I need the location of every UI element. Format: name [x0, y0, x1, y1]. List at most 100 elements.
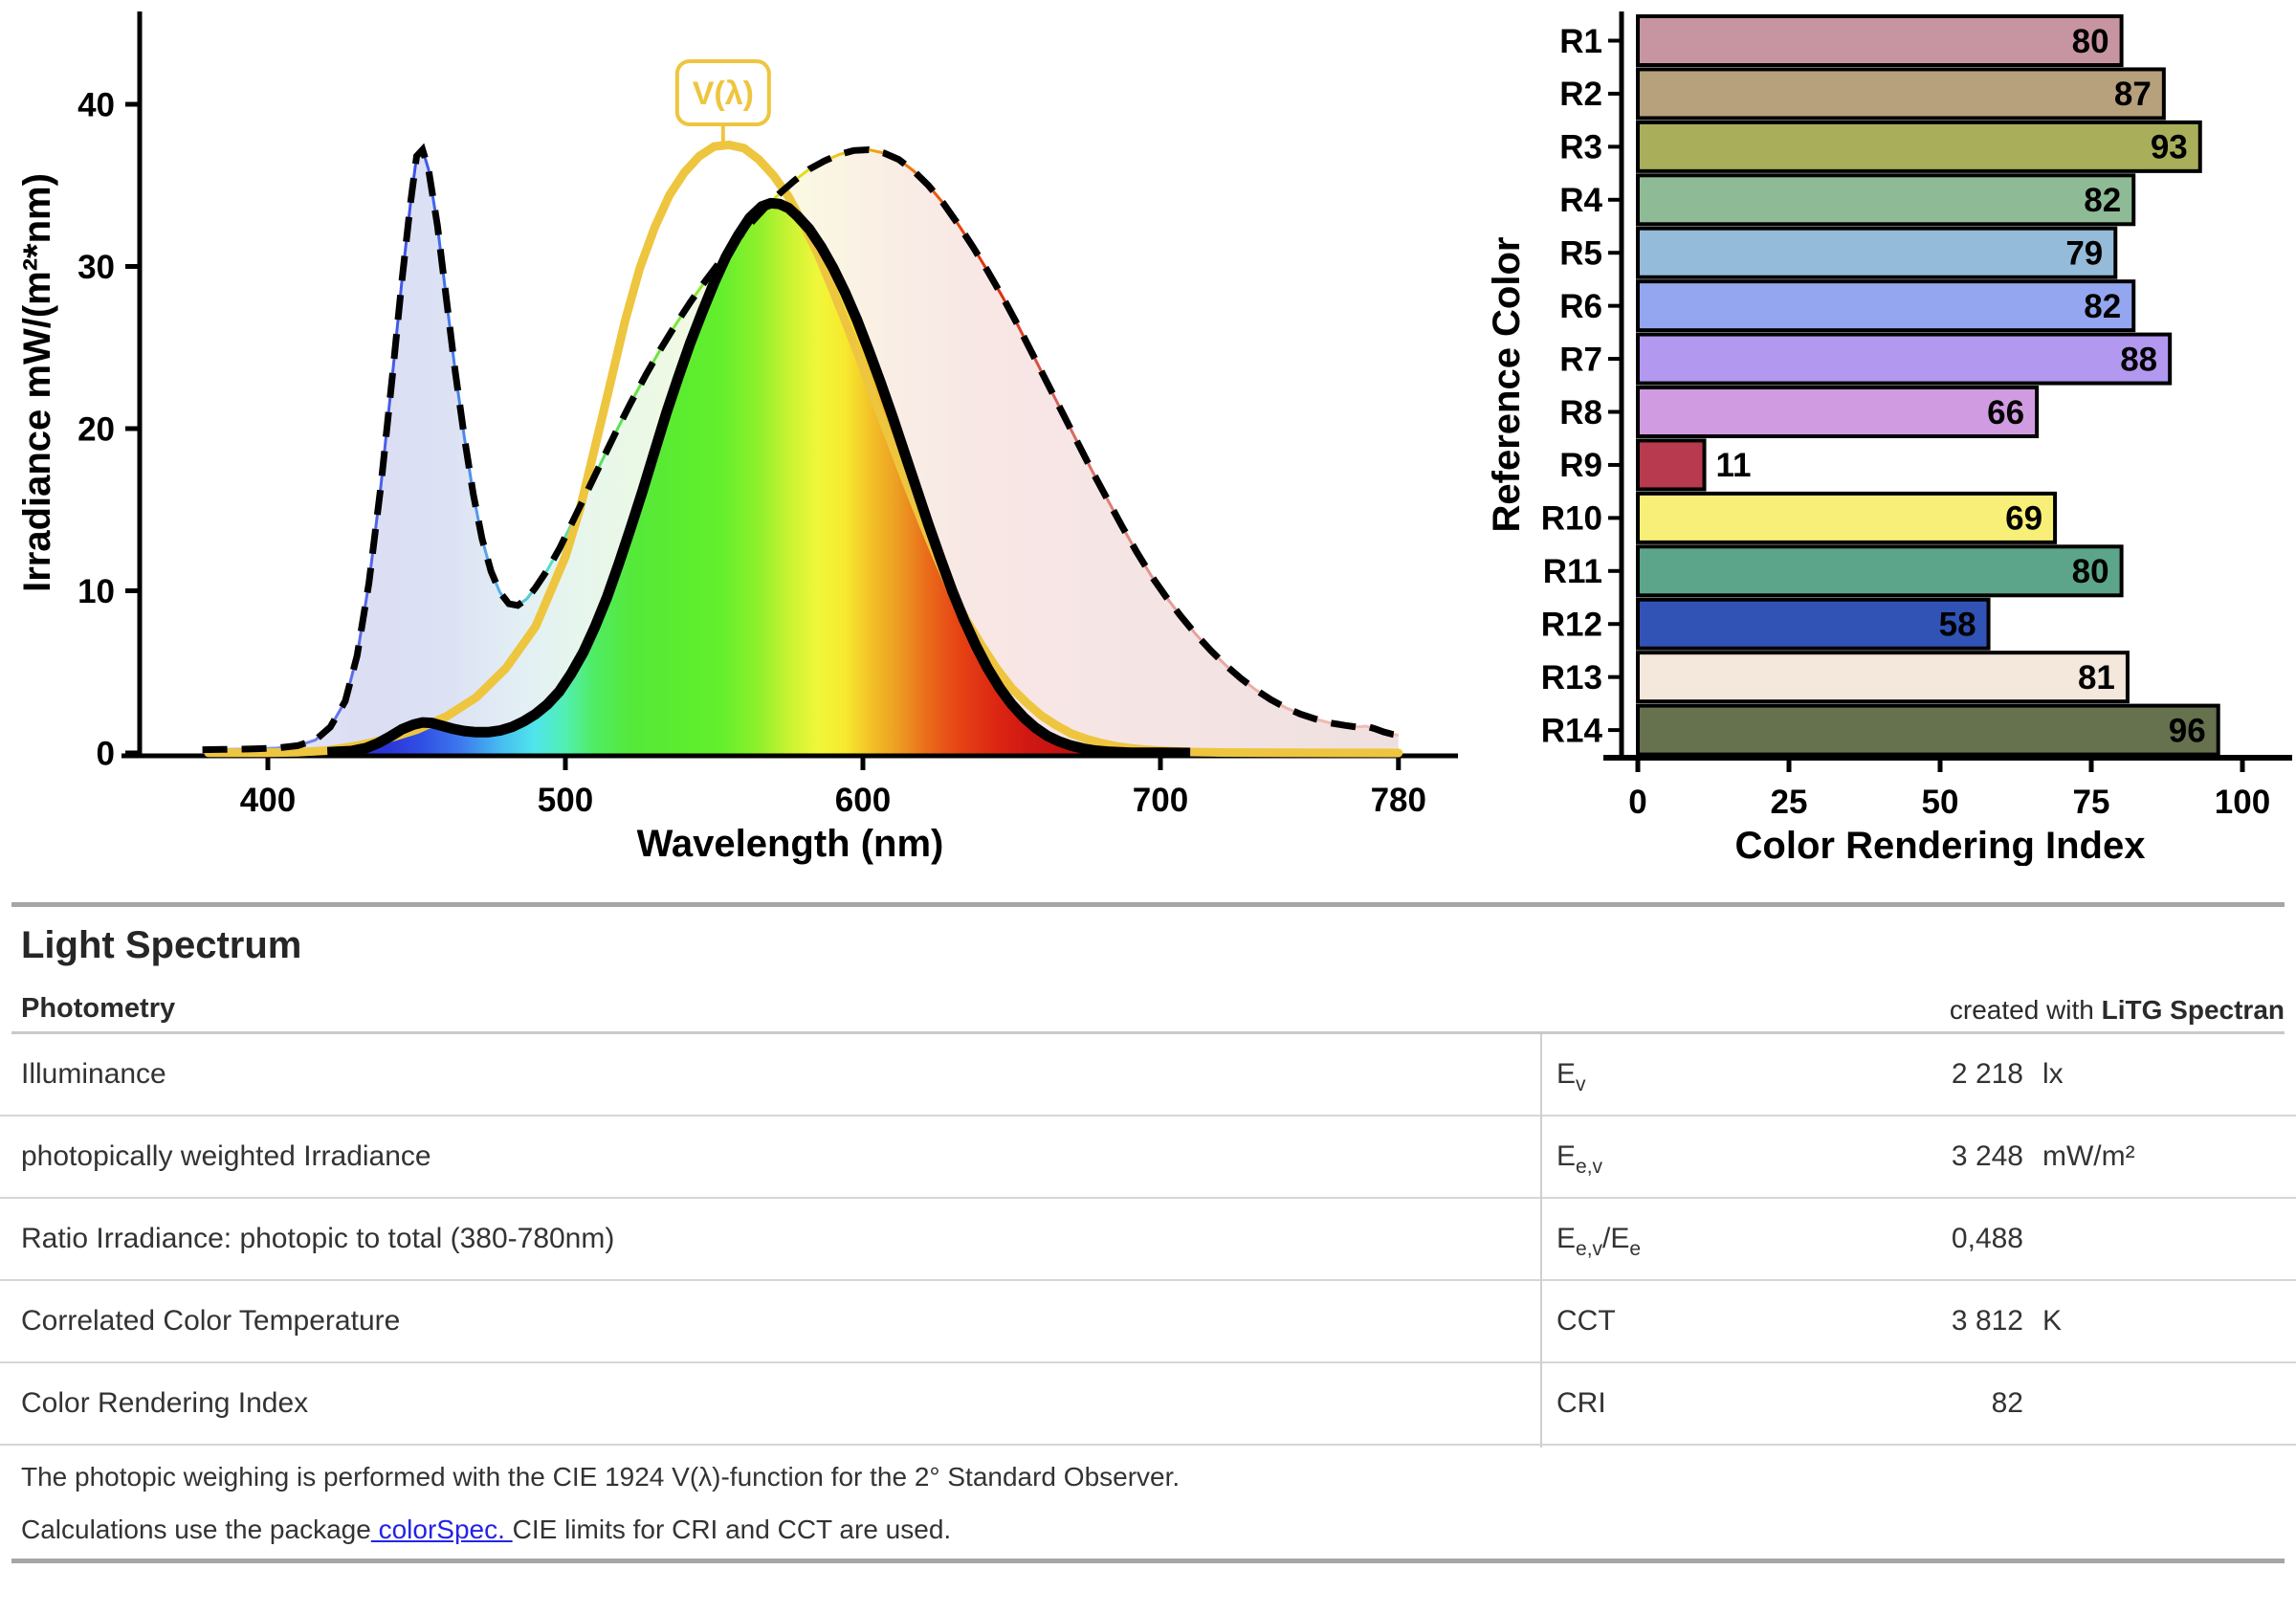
row-label: Illuminance: [21, 1058, 166, 1090]
x-axis-title: Color Rendering Index: [1735, 825, 2146, 866]
footnote-package: Calculations use the package colorSpec. …: [21, 1515, 951, 1545]
row-label: Color Rendering Index: [21, 1387, 309, 1419]
bar-value-label: 11: [1716, 447, 1752, 484]
bar-R13: [1636, 651, 2130, 704]
bar-R11: [1636, 544, 2124, 598]
weighted-spectrum-area: [327, 203, 1191, 755]
credit-line: created with LiTG Spectran: [1950, 995, 2285, 1026]
row-value: 3 248: [1951, 1140, 2023, 1172]
table-column-divider: [1540, 1034, 1542, 1448]
row-value: 3 812: [1951, 1305, 2023, 1337]
bar-R1: [1636, 14, 2124, 67]
y-tick-label: 0: [97, 735, 115, 772]
row-unit: K: [2042, 1305, 2063, 1337]
bar-value-label: 79: [2065, 234, 2103, 272]
x-tick-label: 50: [1922, 784, 1959, 821]
photometry-row: Color Rendering Index CRI 82: [0, 1363, 2296, 1446]
row-unit: mW/m²: [2042, 1140, 2135, 1172]
bar-value-label: 96: [2169, 712, 2206, 749]
credit-prefix: created with: [1949, 995, 2102, 1025]
cri-bar-chart: R1 80 R2 87 R3 93 R4 82 R5 79 R6 82 R7 88 R8 66 R9 11 R10 6…: [1486, 11, 2292, 866]
y-tick-label: 40: [77, 86, 115, 123]
x-tick-label: 780: [1371, 782, 1426, 819]
photometry-row: Illuminance Ev 2 218 lx: [0, 1034, 2296, 1117]
footnote-package-pre: Calculations use the package: [21, 1515, 371, 1544]
footnote-package-post: CIE limits for CRI and CCT are used.: [512, 1515, 952, 1544]
row-value: 82: [1991, 1387, 2023, 1419]
row-symbol: Ee,v: [1556, 1140, 1603, 1178]
x-axis-title: Wavelength (nm): [637, 823, 944, 865]
bar-R8: [1636, 386, 2040, 439]
y-tick-label: 10: [77, 573, 115, 610]
row-label: Correlated Color Temperature: [21, 1305, 401, 1337]
bar-value-label: 88: [2120, 341, 2157, 378]
bar-R2: [1636, 67, 2166, 121]
footnote-observer: The photopic weighing is performed with …: [21, 1462, 1181, 1492]
row-symbol: Ee,v/Ee: [1556, 1223, 1642, 1260]
x-tick-label: 25: [1771, 784, 1808, 821]
x-tick-label: 75: [2073, 784, 2110, 821]
category-label: R6: [1559, 288, 1602, 325]
v-lambda-curve: [204, 140, 1403, 758]
total-irradiance-dashed-curve: [202, 143, 1400, 754]
row-value: 2 218: [1951, 1058, 2023, 1090]
bar-R9: [1636, 438, 1707, 492]
colorspec-link[interactable]: colorSpec.: [370, 1515, 513, 1544]
x-tick-label: 500: [538, 782, 593, 819]
photometry-row: photopically weighted Irradiance Ee,v 3 24…: [0, 1117, 2296, 1199]
bar-R12: [1636, 597, 1991, 651]
bar-R3: [1636, 120, 2202, 173]
x-tick-label: 400: [240, 782, 296, 819]
category-label: R7: [1559, 341, 1602, 378]
category-label: R12: [1541, 606, 1602, 643]
bar-R4: [1636, 173, 2136, 227]
annotation-box: [674, 59, 771, 126]
category-label: R13: [1541, 659, 1602, 696]
photometry-row: Ratio Irradiance: photopic to total (380…: [0, 1199, 2296, 1281]
category-label: R3: [1559, 129, 1602, 166]
category-label: R1: [1559, 23, 1602, 60]
bar-R10: [1636, 491, 2058, 544]
weighted-irradiance-curve: [326, 197, 1191, 759]
row-label: Ratio Irradiance: photopic to total (380…: [21, 1223, 615, 1254]
credit-app-name: LiTG Spectran: [2101, 995, 2285, 1025]
section-title: Photometry: [21, 993, 176, 1024]
y-axis-title: Irradiance mW/(m²*nm): [16, 173, 58, 592]
x-tick-label: 700: [1133, 782, 1188, 819]
row-symbol: CCT: [1556, 1305, 1616, 1337]
divider-top: [11, 902, 2285, 907]
bar-R7: [1636, 332, 2173, 386]
bar-R6: [1636, 279, 2136, 333]
bar-value-label: 82: [2084, 182, 2121, 219]
row-unit: lx: [2042, 1058, 2064, 1090]
divider-bottom: [11, 1559, 2285, 1563]
bar-value-label: 66: [1987, 394, 2024, 431]
bar-value-label: 80: [2072, 553, 2109, 590]
bar-value-label: 82: [2084, 288, 2121, 325]
x-tick-label: 600: [835, 782, 891, 819]
row-label: photopically weighted Irradiance: [21, 1140, 431, 1172]
category-label: R11: [1543, 553, 1602, 590]
category-label: R4: [1559, 182, 1602, 219]
y-tick-label: 30: [77, 249, 115, 286]
divider-header: [11, 1031, 2285, 1034]
category-label: R8: [1559, 394, 1602, 431]
x-tick-label: 0: [1628, 784, 1646, 821]
bar-value-label: 87: [2114, 76, 2152, 113]
spectral-irradiance-chart: 0 10 20 30 40 400 500 600 700 780 Wavelength (nm) I…: [16, 11, 1458, 865]
category-label: R14: [1541, 712, 1603, 749]
bar-value-label: 93: [2151, 129, 2188, 166]
bar-value-label: 58: [1939, 606, 1976, 643]
bar-value-label: 69: [2005, 500, 2042, 538]
page-title: Light Spectrum: [21, 924, 302, 966]
category-label: R9: [1559, 447, 1602, 484]
row-symbol: Ev: [1556, 1058, 1586, 1095]
category-label: R10: [1541, 500, 1602, 538]
row-symbol: CRI: [1556, 1387, 1606, 1419]
row-value: 0,488: [1951, 1223, 2023, 1254]
y-tick-label: 20: [77, 410, 115, 448]
v-lambda-label: V(λ): [693, 76, 754, 112]
bar-value-label: 80: [2072, 23, 2109, 60]
